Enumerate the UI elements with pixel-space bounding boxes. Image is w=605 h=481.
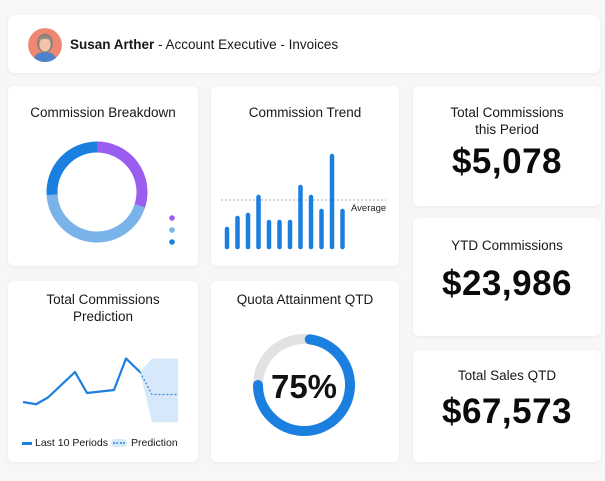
title-separator: - [276,37,289,52]
legend-prediction: Prediction [111,437,178,449]
donut-segment-1[interactable] [96,141,148,208]
page-name: Invoices [288,37,339,52]
header-title: Susan Arther - Account Executive - Invoi… [70,37,338,52]
user-role: Account Executive [165,37,277,52]
user-name: Susan Arther [70,37,155,52]
commission-trend-card[interactable]: Commission Trend Average [211,86,399,266]
legend-last-10-periods: Last 10 Periods [22,437,108,449]
commission-breakdown-donut [46,141,175,245]
total-commissions-period-card[interactable]: Total Commissions this Period $5,078 [413,86,601,206]
total-commissions-value: $5,078 [451,142,563,181]
title-separator: - [154,37,166,52]
legend-dot-1 [169,215,175,221]
legend-label: Last 10 Periods [35,437,108,449]
prediction-chart [22,357,178,423]
gauge-progress-arc [253,334,355,436]
dotted-band-swatch-icon [111,439,127,448]
quota-percent-label: 75% [271,368,337,405]
donut-segment-2[interactable] [46,194,146,243]
header-bar [8,15,600,73]
card-title-line2: Prediction [72,309,134,324]
legend-label: Prediction [131,437,178,449]
avatar-photo-icon [28,28,62,62]
commission-trend-chart: Average [221,153,386,250]
ytd-commissions-card[interactable]: YTD Commissions $23,986 [413,218,601,336]
card-title: Quota Attainment QTD [236,292,374,307]
solid-line-swatch-icon [22,441,32,445]
prediction-line [139,371,178,396]
card-title: Commission Breakdown [30,105,176,120]
quota-gauge: 75% [253,334,355,436]
legend-dot-3 [169,239,175,245]
commissions-prediction-card[interactable]: Total Commissions Prediction Last 10 Per… [8,281,198,462]
card-title: Total Sales QTD [457,368,557,383]
total-sales-value: $67,573 [441,392,573,431]
prediction-band [140,358,178,423]
donut-segment-3[interactable] [46,141,98,196]
card-title-line2: this Period [475,122,539,137]
total-sales-qtd-card[interactable]: Total Sales QTD $67,573 [413,350,601,462]
ytd-commissions-value: $23,986 [441,264,573,303]
card-title-line1: Total Commissions [450,105,564,120]
average-label: Average [351,203,386,214]
quota-attainment-card[interactable]: Quota Attainment QTD 75% [211,281,399,462]
card-title-line1: Total Commissions [46,292,160,307]
card-title: YTD Commissions [451,238,563,253]
user-avatar[interactable] [28,28,62,62]
commission-breakdown-card[interactable]: Commission Breakdown [8,86,198,266]
legend-dot-2 [169,227,175,233]
history-line [22,357,141,406]
card-title: Commission Trend [248,105,362,120]
